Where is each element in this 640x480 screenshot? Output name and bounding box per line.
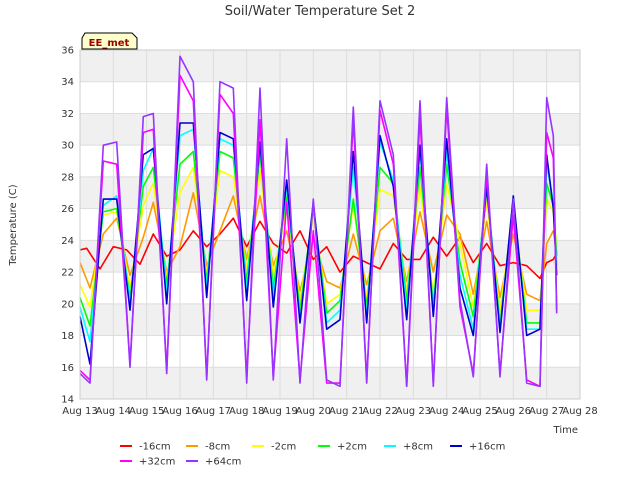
legend-label: +16cm (469, 442, 505, 453)
plot-frame (79, 49, 581, 400)
legend-label: -2cm (271, 442, 296, 453)
series-lines (79, 55, 558, 388)
x-tick-label: Aug 26 (496, 406, 531, 417)
y-tick-label: 24 (61, 236, 74, 247)
legend-label: +32cm (139, 457, 175, 468)
x-tick-label: Aug 21 (329, 406, 364, 417)
y-tick-label: 16 (61, 363, 74, 374)
legend-item: -2cm (252, 442, 296, 453)
x-tick-label: Aug 25 (462, 406, 497, 417)
y-tick-label: 26 (61, 204, 74, 215)
legend-label: -8cm (205, 442, 230, 453)
legend-item: +32cm (120, 457, 175, 468)
legend-item: +64cm (186, 457, 241, 468)
legend-item: +2cm (318, 442, 367, 453)
series-line-16cm (79, 217, 558, 280)
site-label-background (81, 32, 138, 50)
y-tick-label: 32 (61, 109, 74, 120)
series-line-64cm (79, 55, 558, 388)
legend-item: +16cm (450, 442, 505, 453)
plot-band (80, 113, 580, 146)
legend-item: -8cm (186, 442, 230, 453)
x-tick-label: Aug 20 (296, 406, 331, 417)
x-tick-label: Aug 22 (362, 406, 397, 417)
x-tick-label: Aug 28 (562, 406, 597, 417)
plot-band (80, 50, 580, 82)
plot-band (80, 176, 580, 209)
y-tick-label: 14 (61, 395, 74, 406)
x-tick-label: Aug 15 (129, 406, 164, 417)
x-tick-label: Aug 19 (262, 406, 297, 417)
y-tick-label: 20 (61, 299, 74, 310)
x-tick-label: Aug 24 (429, 406, 464, 417)
site-label-box: EE_met (81, 32, 138, 50)
x-tick-label: Aug 23 (396, 406, 431, 417)
x-tick-label: Aug 14 (96, 406, 131, 417)
x-tick-label: Aug 13 (62, 406, 97, 417)
site-label: EE_met (89, 38, 130, 49)
y-tick-label: 36 (61, 46, 74, 57)
legend-label: +2cm (337, 442, 367, 453)
x-tick-label: Aug 16 (162, 406, 197, 417)
legend-label: +64cm (205, 457, 241, 468)
legend-label: +8cm (403, 442, 433, 453)
y-tick-label: 28 (61, 172, 74, 183)
legend: -16cm -8cm -2cm +2cm +8cm +16cm +32cm +64cm (120, 442, 505, 468)
legend-item: +8cm (384, 442, 433, 453)
x-axis-label: Time (553, 425, 578, 436)
legend-item: -16cm (120, 442, 171, 453)
x-tick-label: Aug 27 (529, 406, 564, 417)
y-tick-label: 30 (61, 141, 74, 152)
x-tick-label: Aug 17 (196, 406, 231, 417)
x-tick-label: Aug 18 (229, 406, 264, 417)
y-tick-label: 22 (61, 268, 74, 279)
y-axis-label: Temperature (C) (8, 184, 19, 266)
chart-title: Soil/Water Temperature Set 2 (225, 4, 416, 19)
plot-bands (80, 50, 580, 399)
legend-label: -16cm (139, 442, 171, 453)
y-tick-label: 34 (61, 77, 74, 88)
y-tick-labels: 14 16 18 20 22 24 26 28 30 32 34 36 (61, 46, 74, 406)
y-tick-label: 18 (61, 331, 74, 342)
